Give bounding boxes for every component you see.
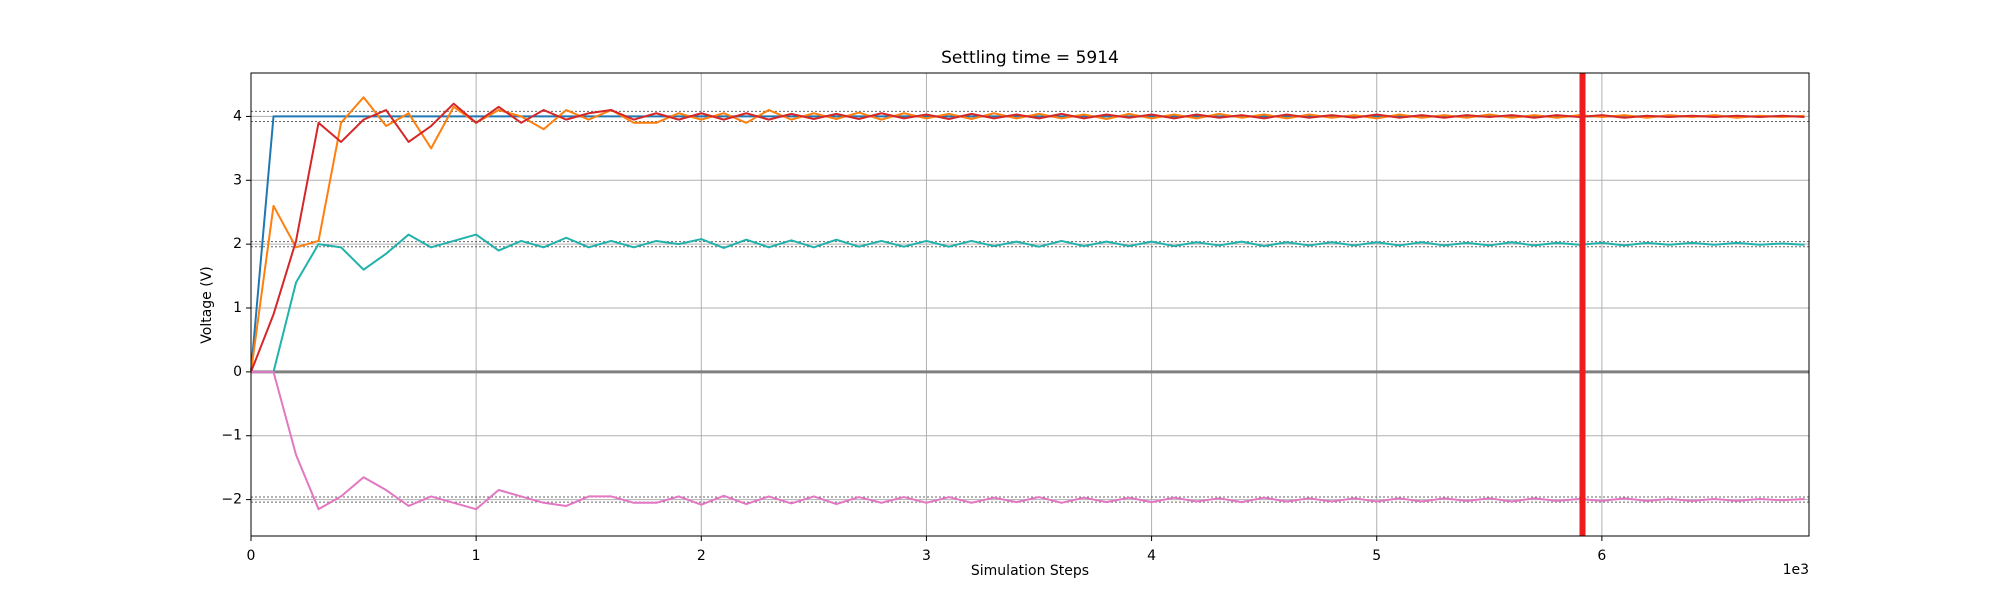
y-tick-label: 4	[233, 108, 242, 124]
y-tick-label: −2	[221, 492, 242, 508]
chart-title: Settling time = 5914	[941, 48, 1119, 68]
x-tick-label: 6	[1597, 548, 1606, 564]
x-axis-label: Simulation Steps	[971, 563, 1089, 579]
x-offset-label: 1e3	[1783, 562, 1809, 578]
x-tick-label: 2	[697, 548, 706, 564]
y-tick-label: 3	[233, 172, 242, 188]
series-line	[250, 96, 1805, 373]
series-line	[250, 102, 1805, 373]
x-tick-label: 1	[472, 548, 481, 564]
x-tick-label: 4	[1147, 548, 1156, 564]
y-tick-label: 1	[233, 300, 242, 316]
x-tick-label: 3	[922, 548, 931, 564]
series-line	[251, 370, 1805, 511]
y-tick-label: 2	[233, 236, 242, 252]
axes-frame	[250, 72, 1810, 537]
y-axis-label: Voltage (V)	[199, 266, 215, 343]
y-tick-label: 0	[233, 364, 242, 380]
series-line	[251, 233, 1805, 373]
y-tick-label: −1	[221, 428, 242, 444]
x-tick-label: 0	[247, 548, 256, 564]
x-tick-label: 5	[1372, 548, 1381, 564]
